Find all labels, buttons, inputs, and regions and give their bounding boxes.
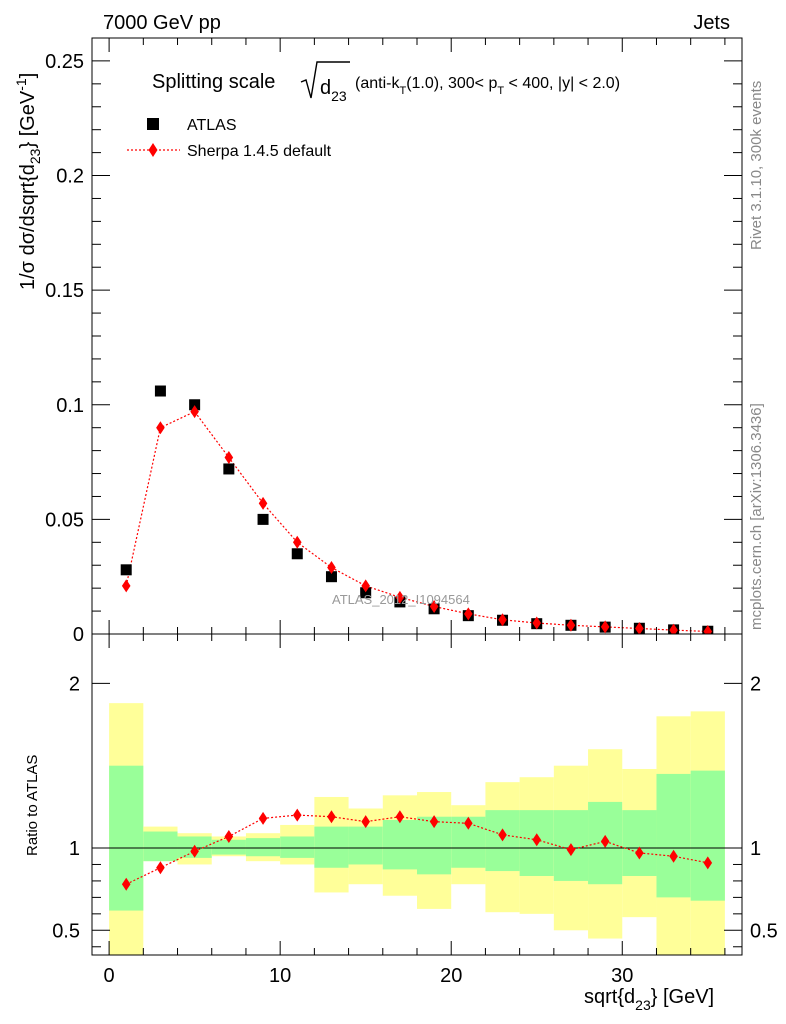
title-variable: d23 — [320, 77, 347, 104]
ratio-mc-point — [258, 811, 268, 825]
main-mc-point — [156, 421, 165, 435]
ratio-mc-point — [703, 856, 713, 870]
main-atlas-point — [189, 399, 201, 411]
ratio-band-inner-bin — [245, 838, 281, 857]
x-tick-label: 0 — [104, 965, 115, 987]
ratio-y-tick-label-right: 2 — [750, 673, 761, 695]
legend-mc-marker — [148, 143, 158, 157]
main-mc-point — [224, 450, 234, 464]
sqrt-symbol — [300, 61, 350, 99]
main-series-layer — [120, 385, 714, 634]
axes-ticks: 0 10 20 30 0 0.05 0.1 0.15 0.2 0.25 0.5 0.5 1 1 2 2 — [45, 37, 778, 987]
ratio-y-tick-label: 1 — [69, 838, 80, 860]
chart-title: Splitting scale — [152, 71, 275, 93]
ratio-mc-point — [669, 849, 678, 863]
legend-mc-label: Sherpa 1.4.5 default — [187, 143, 332, 160]
main-y-axis-label: 1/σ dσ/dsqrt{d23} [GeV-1] — [13, 73, 43, 290]
ratio-mc-point — [327, 810, 336, 824]
x-tick-label: 30 — [611, 965, 633, 987]
main-mc-point — [429, 599, 439, 613]
ratio-mc-point — [292, 808, 302, 822]
ratio-y-tick-label: 0.5 — [52, 920, 80, 942]
main-mc-point — [669, 623, 678, 634]
ratio-y-axis-label: Ratio to ATLAS — [24, 755, 41, 856]
main-mc-point — [258, 496, 268, 510]
main-mc-point — [635, 621, 644, 634]
ratio-band-inner-bin — [622, 810, 657, 876]
ratio-mc-point — [566, 843, 576, 857]
main-atlas-point — [223, 463, 235, 475]
main-y-tick-label: 0.05 — [45, 509, 84, 531]
ratio-series-layer — [121, 808, 713, 891]
ratio-mc-point — [395, 810, 405, 824]
ratio-mc-point — [121, 877, 131, 891]
main-mc-point — [327, 561, 336, 575]
ratio-mc-point — [156, 861, 165, 875]
ratio-y-tick-label-right: 1 — [750, 838, 761, 860]
main-y-tick-label: 0.15 — [45, 280, 84, 302]
main-atlas-point — [360, 587, 372, 599]
ratio-mc-point — [532, 833, 542, 847]
header-left: 7000 GeV pp — [103, 12, 221, 34]
main-atlas-point — [325, 571, 337, 583]
ratio-mc-point — [498, 828, 507, 842]
ratio-band-inner-bin — [348, 826, 383, 865]
ratio-y-tick-label-right: 0.5 — [750, 920, 778, 942]
main-mc-point — [395, 590, 405, 604]
ratio-band-inner-bin — [656, 773, 691, 898]
ratio-mc-point — [429, 815, 439, 829]
watermark: ATLAS_2012_I1094564 — [332, 592, 470, 607]
main-mc-point — [566, 618, 576, 632]
main-y-tick-label: 0.25 — [45, 51, 84, 73]
main-atlas-point — [291, 548, 303, 560]
ratio-mc-point — [635, 846, 644, 860]
title-prefix: Splitting scale — [152, 71, 275, 93]
main-atlas-point — [120, 564, 132, 576]
x-axis-label: sqrt{d23} [GeV] — [584, 986, 714, 1013]
main-mc-point — [292, 535, 302, 549]
main-mc-point — [121, 579, 131, 593]
main-mc-line — [125, 410, 708, 633]
ratio-uncertainty-bands — [109, 703, 725, 955]
mcplots-label: mcplots.cern.ch [arXiv:1306.3436] — [748, 403, 765, 630]
ratio-mc-point — [600, 834, 610, 848]
ratio-band-inner-bin — [314, 826, 349, 868]
main-atlas-point — [257, 513, 269, 525]
ratio-band-inner-bin — [280, 836, 315, 858]
ratio-band-inner-bin — [690, 770, 725, 901]
ratio-y-tick-label: 2 — [69, 673, 80, 695]
main-y-tick-label: 0.2 — [56, 166, 84, 188]
main-mc-point — [703, 624, 713, 634]
ratio-mc-point — [361, 815, 370, 829]
ratio-band-inner-bin — [211, 839, 246, 855]
main-mc-point — [190, 405, 199, 419]
main-mc-point — [361, 579, 370, 593]
main-atlas-point — [154, 385, 166, 397]
main-y-tick-label: 0 — [73, 624, 84, 646]
rivet-label: Rivet 3.1.10, 300k events — [748, 81, 765, 250]
ratio-mc-point — [224, 829, 234, 843]
x-tick-label: 20 — [440, 965, 462, 987]
x-tick-label: 10 — [269, 965, 291, 987]
main-mc-point — [498, 613, 507, 627]
main-y-tick-label: 0.1 — [56, 395, 84, 417]
main-mc-point — [600, 620, 610, 634]
ratio-mc-point — [190, 844, 199, 858]
ratio-band-inner-bin — [143, 831, 178, 862]
header-right: Jets — [693, 12, 730, 34]
ratio-band-inner-bin — [382, 820, 417, 870]
legend-atlas-marker — [147, 118, 159, 130]
title-cuts: (anti-kT(1.0), 300< pT < 400, |y| < 2.0) — [355, 75, 620, 97]
ratio-mc-line — [125, 814, 708, 885]
main-mc-point — [464, 607, 473, 621]
legend-atlas-label: ATLAS — [187, 117, 237, 134]
ratio-mc-point — [464, 816, 473, 830]
main-mc-point — [532, 616, 542, 630]
